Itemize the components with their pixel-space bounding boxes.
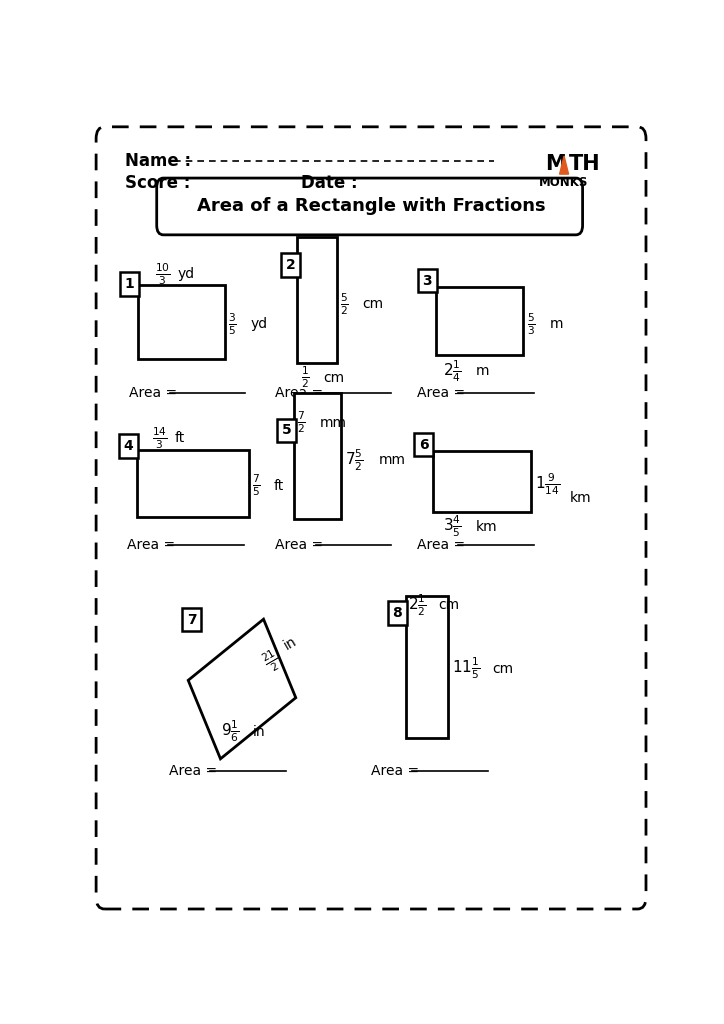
- Text: 2: 2: [286, 258, 295, 271]
- FancyBboxPatch shape: [414, 433, 434, 457]
- Text: 3: 3: [422, 273, 432, 288]
- Text: $\frac{14}{3}$: $\frac{14}{3}$: [152, 426, 168, 451]
- Bar: [137, 451, 249, 517]
- Text: $2\frac{1}{2}$: $2\frac{1}{2}$: [408, 593, 426, 618]
- Text: yd: yd: [177, 267, 195, 282]
- Text: ft: ft: [274, 478, 285, 493]
- Bar: [138, 285, 225, 359]
- Text: $\frac{21}{2}$: $\frac{21}{2}$: [259, 646, 285, 676]
- Text: $\frac{3}{5}$: $\frac{3}{5}$: [228, 311, 237, 337]
- Text: Score :: Score :: [125, 174, 190, 191]
- Text: $2\frac{1}{4}$: $2\frac{1}{4}$: [443, 358, 461, 384]
- Text: $\frac{1}{2}$: $\frac{1}{2}$: [301, 365, 310, 390]
- Text: Name :: Name :: [125, 152, 191, 170]
- Text: yd: yd: [251, 317, 268, 331]
- Text: $\frac{7}{5}$: $\frac{7}{5}$: [251, 473, 261, 499]
- Text: $\frac{5}{3}$: $\frac{5}{3}$: [527, 311, 536, 337]
- Text: 5: 5: [282, 423, 292, 437]
- Text: in: in: [281, 634, 299, 652]
- FancyBboxPatch shape: [182, 608, 201, 632]
- Text: 7: 7: [187, 612, 196, 627]
- Text: mm: mm: [319, 416, 346, 429]
- FancyBboxPatch shape: [156, 178, 583, 234]
- Text: Area of a Rectangle with Fractions: Area of a Rectangle with Fractions: [197, 197, 545, 215]
- Text: Area =: Area =: [417, 538, 470, 552]
- FancyBboxPatch shape: [119, 434, 138, 458]
- Text: $11\frac{1}{5}$: $11\frac{1}{5}$: [452, 655, 480, 681]
- Bar: [433, 451, 531, 512]
- Text: 6: 6: [419, 437, 429, 452]
- FancyBboxPatch shape: [418, 268, 437, 293]
- Text: $\frac{7}{2}$: $\frac{7}{2}$: [297, 410, 306, 435]
- Text: Area =: Area =: [371, 764, 424, 778]
- Text: km: km: [476, 519, 497, 534]
- Text: $7\frac{5}{2}$: $7\frac{5}{2}$: [345, 447, 363, 473]
- Text: $1\frac{9}{14}$: $1\frac{9}{14}$: [536, 471, 561, 497]
- FancyBboxPatch shape: [277, 419, 296, 442]
- Text: cm: cm: [492, 662, 513, 676]
- Bar: [297, 238, 337, 364]
- Text: Area =: Area =: [274, 538, 327, 552]
- Text: $9\frac{1}{6}$: $9\frac{1}{6}$: [221, 719, 239, 744]
- Text: cm: cm: [363, 297, 384, 311]
- Text: Area =: Area =: [169, 764, 222, 778]
- Text: m: m: [550, 317, 563, 331]
- FancyBboxPatch shape: [281, 253, 300, 276]
- Text: km: km: [571, 492, 592, 505]
- Bar: [406, 596, 448, 738]
- Bar: [436, 287, 523, 354]
- Text: Area =: Area =: [417, 386, 470, 399]
- FancyBboxPatch shape: [388, 601, 407, 625]
- Text: $\frac{10}{3}$: $\frac{10}{3}$: [155, 261, 171, 287]
- FancyBboxPatch shape: [120, 272, 139, 296]
- Text: 4: 4: [123, 439, 133, 454]
- FancyBboxPatch shape: [96, 127, 646, 909]
- Text: in: in: [253, 725, 266, 738]
- Text: $\frac{5}{2}$: $\frac{5}{2}$: [340, 292, 349, 317]
- Text: 8: 8: [392, 606, 403, 621]
- Polygon shape: [560, 156, 568, 174]
- Bar: [188, 620, 296, 759]
- Text: ft: ft: [174, 431, 185, 445]
- Text: TH: TH: [569, 154, 601, 174]
- Text: Date :: Date :: [301, 174, 358, 191]
- Text: $3\frac{4}{5}$: $3\frac{4}{5}$: [443, 514, 461, 540]
- Text: Area =: Area =: [129, 386, 181, 399]
- Text: Area =: Area =: [274, 386, 327, 399]
- Text: cm: cm: [324, 371, 345, 385]
- Text: mm: mm: [379, 454, 405, 467]
- Text: m: m: [476, 365, 489, 378]
- Text: 1: 1: [125, 276, 135, 291]
- Text: MONKS: MONKS: [539, 175, 588, 188]
- Text: Area =: Area =: [127, 538, 180, 552]
- Bar: [294, 393, 341, 519]
- Text: cm: cm: [438, 598, 460, 612]
- Text: M: M: [545, 154, 565, 174]
